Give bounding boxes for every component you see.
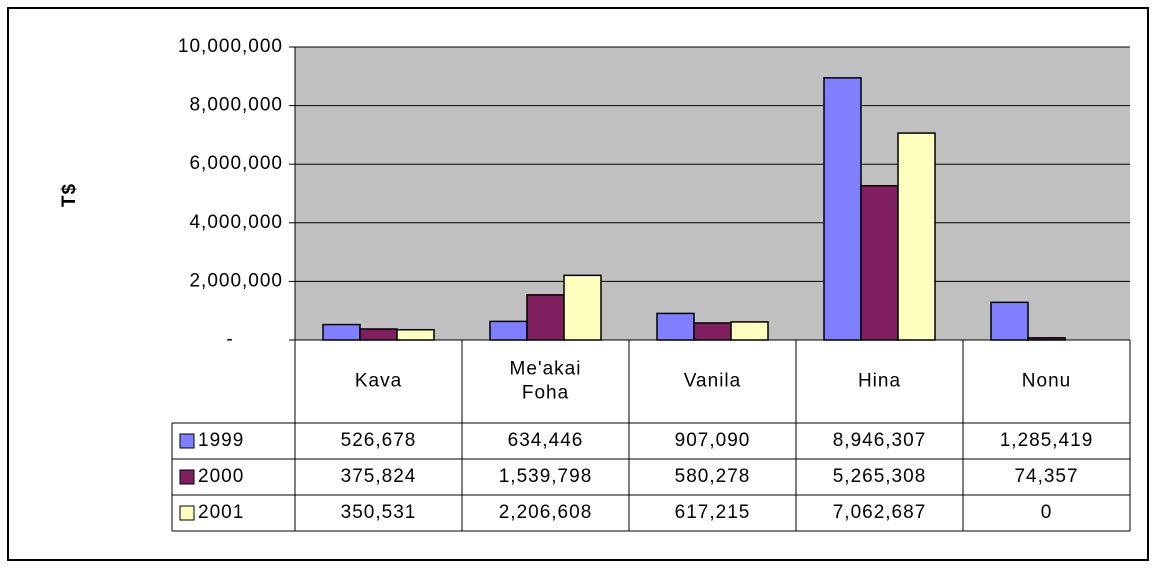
- bar: [322, 323, 361, 341]
- legend-swatch: [179, 469, 195, 485]
- table-value: 5,265,308: [833, 466, 927, 487]
- legend-swatch: [179, 433, 195, 449]
- legend-label: 1999: [198, 430, 244, 451]
- bar: [656, 312, 695, 341]
- bar: [359, 328, 398, 341]
- bar: [563, 274, 602, 341]
- table-value: 8,946,307: [833, 430, 927, 451]
- table-value: 350,531: [341, 502, 417, 523]
- bar: [990, 301, 1029, 341]
- plot-area: [295, 47, 1130, 340]
- table-value: 2,206,608: [499, 502, 593, 523]
- table-value: 580,278: [675, 466, 751, 487]
- table-value: 1,285,419: [1000, 430, 1094, 451]
- table-value: 1,539,798: [499, 466, 593, 487]
- table-value: 526,678: [341, 430, 417, 451]
- category-label: Nonu: [1022, 371, 1071, 392]
- y-tick-label: 6,000,000: [189, 153, 283, 174]
- bar: [897, 132, 936, 341]
- bar: [396, 328, 435, 341]
- category-label: Me'akai Foha: [510, 359, 582, 404]
- legend-label: 2000: [198, 466, 244, 487]
- y-axis-label: T$: [59, 183, 80, 207]
- table-value: 7,062,687: [833, 502, 927, 523]
- bar: [693, 322, 732, 341]
- legend-swatch: [179, 505, 195, 521]
- category-label: Hina: [858, 371, 901, 392]
- table-value: 375,824: [341, 466, 417, 487]
- legend-label: 2001: [198, 502, 244, 523]
- table-value: 634,446: [508, 430, 584, 451]
- table-value: 0: [1041, 502, 1053, 523]
- bar: [730, 321, 769, 341]
- y-tick-label: -: [226, 329, 233, 350]
- table-value: 74,357: [1014, 466, 1078, 487]
- y-tick-label: 4,000,000: [189, 212, 283, 233]
- y-tick-label: 2,000,000: [189, 270, 283, 291]
- category-label: Vanila: [684, 371, 741, 392]
- bar: [860, 184, 899, 341]
- table-value: 617,215: [675, 502, 751, 523]
- table-value: 907,090: [675, 430, 751, 451]
- y-tick-label: 8,000,000: [189, 95, 283, 116]
- y-tick-label: 10,000,000: [178, 36, 283, 57]
- bar: [489, 320, 528, 341]
- category-label: Kava: [355, 371, 402, 392]
- bar: [823, 77, 862, 341]
- bar: [526, 294, 565, 341]
